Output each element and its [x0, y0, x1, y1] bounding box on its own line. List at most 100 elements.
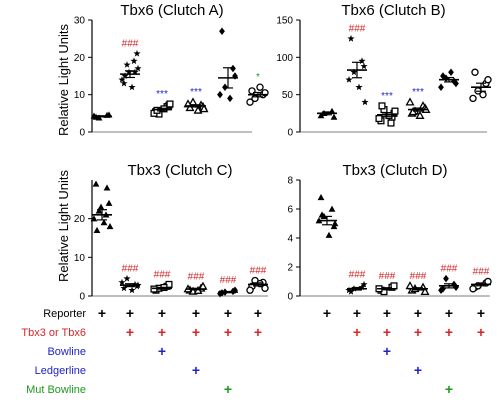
- data-point-diamond: [217, 90, 223, 99]
- significance-label: ###: [410, 271, 427, 282]
- data-point-circle: [469, 94, 477, 103]
- data-point-star: [347, 34, 355, 42]
- significance-label: ###: [122, 264, 139, 275]
- data-group-5: [438, 68, 459, 91]
- condition-row: Reporter + + + + + + + + + + + +: [43, 305, 485, 321]
- chart-panel-2: Tbx6 (Clutch B) 0 50 100 150 ### *** ***: [276, 2, 492, 139]
- condition-mark-left: +: [224, 381, 232, 397]
- y-tick-label: 50: [282, 90, 294, 101]
- chart-title: Tbx3 (Clutch C): [127, 162, 232, 179]
- data-point-diamond: [232, 72, 238, 80]
- chart-title: Tbx3 (Clutch D): [342, 162, 447, 179]
- data-group-2: ###: [345, 24, 369, 106]
- condition-mark-right: +: [477, 324, 485, 340]
- condition-mark-right: +: [477, 400, 485, 402]
- significance-label: ###: [122, 39, 139, 50]
- data-point-triangle-open: [420, 286, 430, 296]
- data-group-3: ***: [150, 89, 174, 118]
- data-point-triangle-open: [199, 104, 209, 113]
- data-point-triangle: [328, 205, 336, 212]
- data-point-square: [375, 115, 383, 123]
- data-point-diamond: [438, 83, 444, 91]
- condition-mark-right: +: [414, 324, 422, 340]
- significance-label: ***: [156, 89, 168, 100]
- condition-row-label: Tbx3 or Tbx6: [21, 327, 86, 339]
- data-group-3: ###: [375, 271, 398, 296]
- data-point-star: [118, 76, 126, 83]
- condition-mark-left: +: [126, 305, 134, 321]
- data-point-star: [361, 98, 369, 106]
- data-point-diamond: [227, 94, 233, 103]
- condition-mark-right: +: [383, 343, 391, 359]
- data-point-square: [166, 100, 174, 108]
- condition-mark-right: +: [353, 324, 361, 340]
- y-tick-label: 8: [287, 176, 293, 187]
- data-point-star: [120, 284, 128, 292]
- significance-label: ###: [379, 271, 396, 282]
- data-point-circle: [471, 68, 479, 76]
- data-group-4: ###: [183, 271, 208, 295]
- significance-label: ***: [381, 91, 393, 102]
- data-group-1: [317, 107, 338, 120]
- data-point-star: [133, 49, 141, 57]
- data-point-circle: [479, 90, 487, 99]
- data-group-4: ###: [405, 271, 430, 296]
- condition-mark-left: +: [126, 324, 134, 340]
- data-point-star: [123, 61, 131, 68]
- y-tick-label: 10: [74, 90, 86, 101]
- data-point-star: [128, 83, 136, 91]
- y-axis-label-bottom: Relative Light Units: [56, 170, 71, 282]
- condition-row: Mut Bowline + +: [26, 381, 453, 397]
- data-point-star: [358, 57, 366, 65]
- data-point-triangle-open: [405, 97, 415, 106]
- condition-mark-right: +: [383, 305, 391, 321]
- data-point-triangle: [331, 220, 339, 227]
- condition-row: Mut Ledgerline++: [254, 400, 485, 402]
- data-point-triangle: [325, 231, 333, 238]
- significance-label: ***: [190, 87, 202, 98]
- data-point-star: [345, 286, 353, 294]
- condition-mark-right: +: [477, 305, 485, 321]
- condition-row-label: Mut Bowline: [26, 384, 86, 396]
- data-point-circle: [256, 83, 264, 91]
- condition-mark-left: +: [254, 324, 262, 340]
- data-group-2: ###: [118, 39, 142, 91]
- data-group-6: ###: [469, 267, 492, 293]
- data-point-triangle: [106, 223, 114, 230]
- data-point-circle: [261, 284, 269, 292]
- data-point-diamond: [217, 289, 223, 298]
- data-point-star: [355, 83, 363, 91]
- y-tick-label: 0: [287, 128, 293, 139]
- y-tick-label: 0: [79, 292, 85, 303]
- data-group-5: ###: [438, 264, 459, 294]
- condition-row: Ledgerline + +: [35, 362, 422, 378]
- significance-label: ***: [412, 87, 424, 98]
- data-point-triangle: [92, 180, 100, 187]
- data-point-triangle-open: [415, 110, 425, 119]
- data-point-diamond: [443, 274, 449, 283]
- data-point-triangle: [95, 207, 103, 214]
- condition-mark-left: +: [192, 324, 200, 340]
- condition-mark-left: +: [192, 362, 200, 378]
- chart-title: Tbx6 (Clutch B): [341, 2, 445, 19]
- condition-mark-left: +: [254, 400, 262, 402]
- data-point-star: [134, 64, 142, 72]
- chart-panel-3: Tbx3 (Clutch C) 0 10 20 ### ### ### ### ###: [74, 162, 269, 303]
- significance-label: ###: [441, 264, 458, 275]
- data-point-circle: [246, 286, 254, 294]
- data-point-diamond: [453, 79, 459, 88]
- y-tick-label: 100: [276, 53, 293, 64]
- data-point-star: [345, 76, 353, 83]
- condition-mark-left: +: [158, 305, 166, 321]
- y-tick-label: 4: [287, 234, 293, 245]
- condition-mark-right: +: [445, 381, 453, 397]
- condition-row: Tbx3 or Tbx6 + + + + + + + + + +: [21, 324, 485, 340]
- significance-label: ###: [220, 275, 237, 286]
- condition-mark-right: +: [414, 362, 422, 378]
- data-group-5: [217, 27, 238, 103]
- y-tick-label: 30: [74, 16, 86, 27]
- data-point-diamond: [448, 68, 454, 77]
- data-point-square: [378, 102, 386, 110]
- data-point-circle: [246, 98, 254, 106]
- data-point-triangle-open: [405, 281, 415, 290]
